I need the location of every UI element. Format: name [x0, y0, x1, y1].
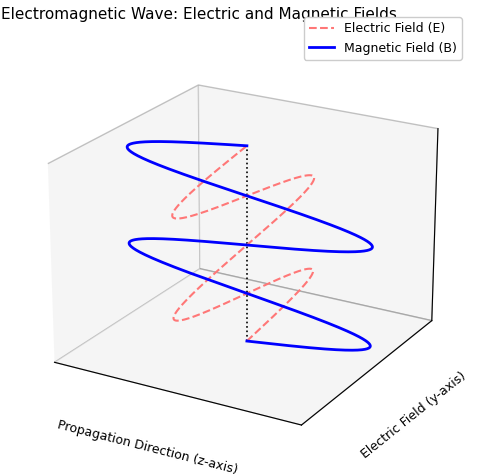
Text: Electromagnetic Wave: Electric and Magnetic Fields: Electromagnetic Wave: Electric and Magne… — [1, 7, 397, 22]
Legend: Electric Field (E), Magnetic Field (B): Electric Field (E), Magnetic Field (B) — [304, 17, 462, 60]
X-axis label: Propagation Direction (z-axis): Propagation Direction (z-axis) — [56, 418, 239, 476]
Y-axis label: Electric Field (y-axis): Electric Field (y-axis) — [359, 370, 469, 461]
